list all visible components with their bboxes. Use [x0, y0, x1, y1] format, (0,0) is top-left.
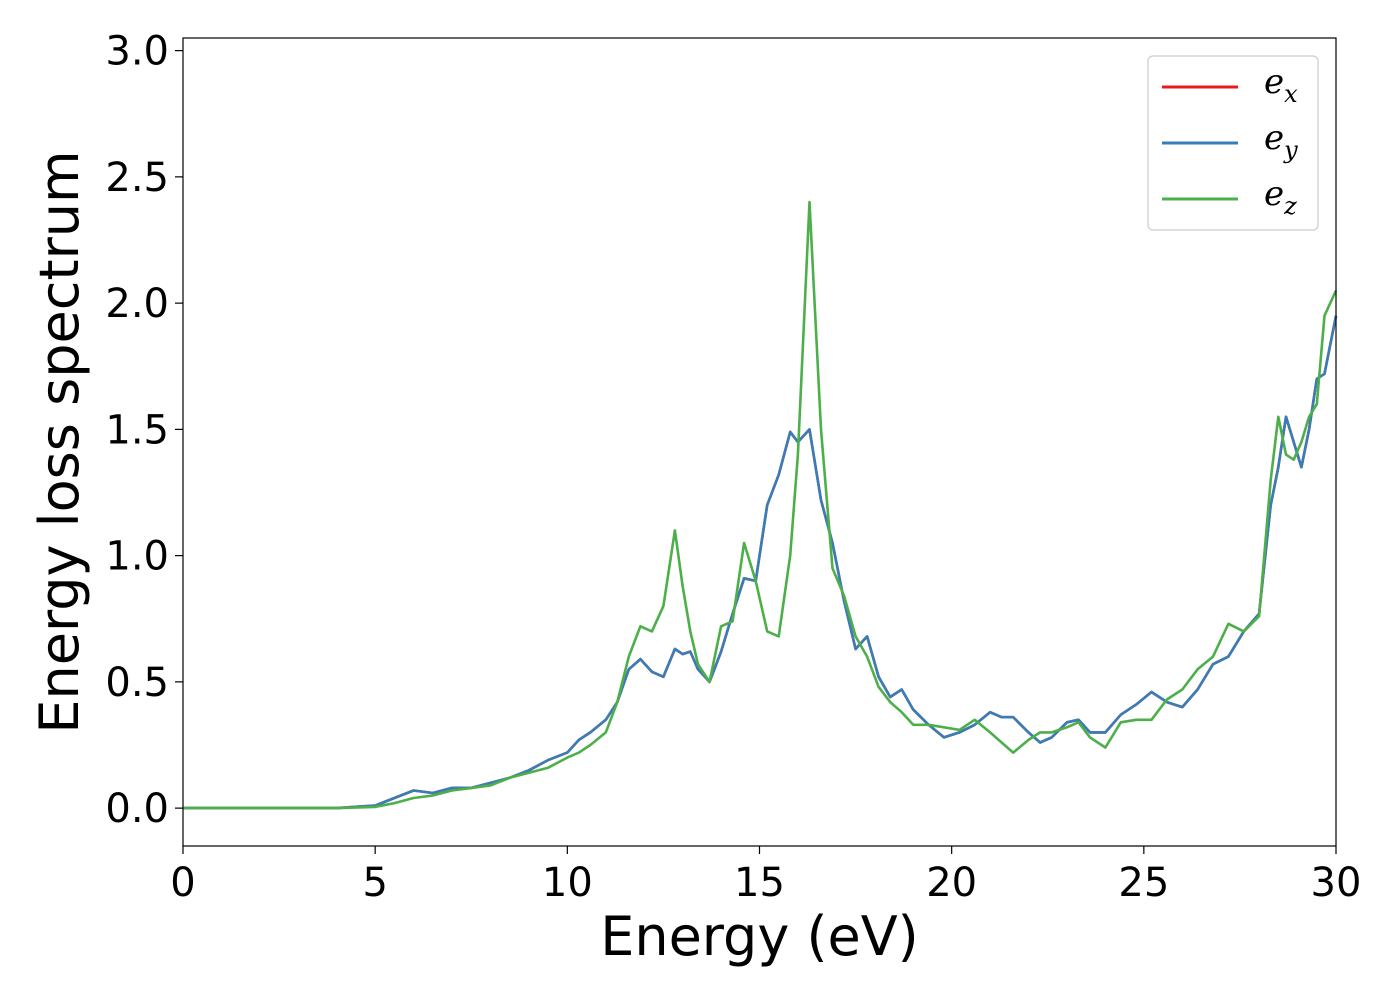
- series-layer: [183, 200, 1338, 810]
- x-tick-label: 5: [362, 860, 387, 906]
- y-tick-label: 3.0: [105, 29, 169, 75]
- y-tick-label: 0.5: [105, 660, 169, 706]
- x-tick-label: 25: [1118, 860, 1169, 906]
- y-axis-title: Energy loss spectrum: [28, 150, 91, 733]
- x-tick-label: 30: [1311, 860, 1362, 906]
- y-tick-label: 2.5: [105, 155, 169, 201]
- y-tick-label: 1.0: [105, 534, 169, 580]
- y-tick-label: 2.0: [105, 281, 169, 327]
- series-line-y: [183, 315, 1338, 810]
- x-tick-label: 10: [542, 860, 593, 906]
- legend: ex ey ez: [1147, 55, 1319, 231]
- x-tick-label: 15: [734, 860, 785, 906]
- legend-label-x: ex: [1264, 62, 1298, 108]
- x-axis-title: Energy (eV): [600, 905, 919, 968]
- y-tick-label: 0.0: [105, 786, 169, 832]
- series-line-z: [183, 200, 1338, 810]
- y-tick-label: 1.5: [105, 407, 169, 453]
- x-tick-label: 0: [170, 860, 195, 906]
- x-tick-label: 20: [926, 860, 977, 906]
- legend-label-z: ez: [1264, 174, 1297, 220]
- ticks-layer: 0 5 10 15 20 25 30 0.0 0.5 1.0 1.5 2.0 2.5 3.0: [105, 29, 1361, 906]
- legend-label-y: ey: [1264, 118, 1298, 164]
